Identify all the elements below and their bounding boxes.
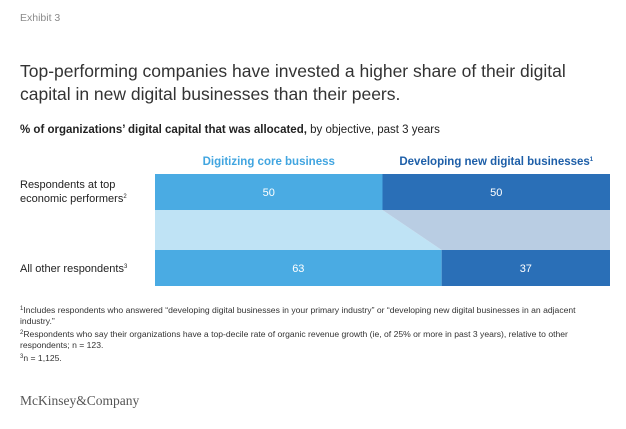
footnote-text: n = 1,125. [23, 352, 62, 363]
bar-segment-digitizing-0 [155, 174, 383, 210]
bar-segment-new-digital-0 [382, 174, 610, 210]
subtitle-rest: by objective, past 3 years [306, 124, 440, 136]
chart-subtitle: % of organizations’ digital capital that… [20, 124, 440, 136]
footnote-text: Respondents who say their organizations … [20, 328, 568, 351]
bar-segment-new-digital-1 [441, 250, 610, 286]
mckinsey-logo: McKinsey&Company [20, 393, 140, 408]
category-label-top-performers: Respondents at top economic performers2 [20, 179, 127, 205]
exhibit-label: Exhibit 3 [20, 12, 61, 24]
footnote-mark: 2 [20, 329, 24, 336]
category-label-all-others: All other respondents3 [20, 263, 128, 275]
legend-new-digital: Developing new digital businesses1 [399, 156, 593, 168]
connector-band-digitizing [155, 210, 442, 250]
footnote-mark: 3 [20, 353, 24, 360]
footnotes: 1Includes respondents who answered “deve… [20, 304, 610, 364]
footnote-3: 3n = 1,125. [20, 352, 610, 364]
bar-segment-digitizing-1 [155, 250, 442, 286]
legend-digitizing-core: Digitizing core business [203, 156, 335, 168]
footnote-2: 2Respondents who say their organizations… [20, 328, 610, 352]
stacked-bar-chart: 50 50 63 37 Digitizing core business Developi… [20, 156, 610, 286]
chart-headline: Top-performing companies have invested a… [20, 61, 566, 104]
data-label-digitizing-1: 63 [292, 263, 304, 275]
footnote-text: Includes respondents who answered “devel… [20, 305, 576, 327]
data-label-new-digital-1: 37 [520, 263, 532, 275]
connector-band-new-digital [382, 210, 610, 250]
subtitle-bold: % of organizations’ digital capital that… [20, 124, 307, 136]
footnote-mark: 1 [20, 306, 24, 312]
data-label-new-digital-0: 50 [490, 187, 502, 199]
footnote-1: 1Includes respondents who answered “deve… [20, 304, 610, 328]
data-label-digitizing-0: 50 [263, 187, 275, 199]
